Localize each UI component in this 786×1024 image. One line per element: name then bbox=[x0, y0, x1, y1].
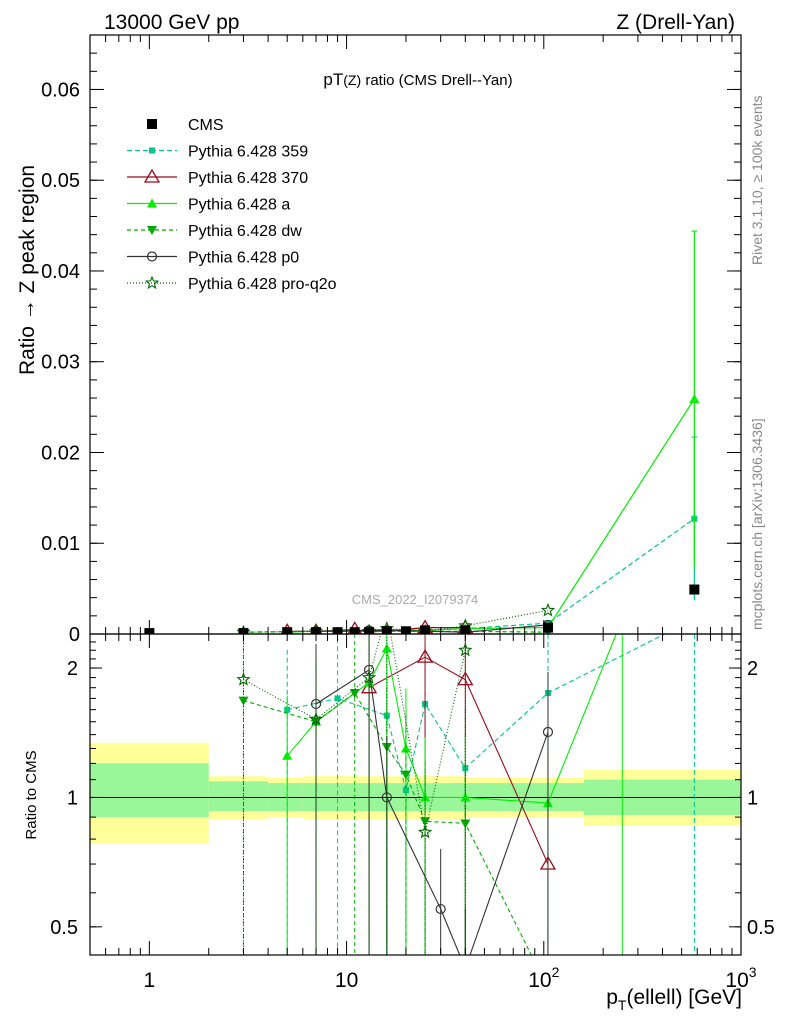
ratio-point-3-4 bbox=[400, 770, 411, 780]
cms-data-point-9 bbox=[420, 625, 431, 634]
header-right: Z (Drell-Yan) bbox=[616, 11, 735, 34]
ratio-ytick-label-right-2: 2 bbox=[747, 658, 758, 680]
main-y-axis-label: Ratio → Z peak region bbox=[16, 165, 39, 375]
ratio-point-4-5 bbox=[542, 726, 554, 738]
ratio-point-5-4 bbox=[417, 824, 433, 839]
ratio-point-2-3 bbox=[381, 643, 392, 653]
uncertainty-band-green-0 bbox=[90, 763, 209, 818]
main-ytick-label-6: 0.06 bbox=[41, 79, 80, 101]
legend-label-6: Pythia 6.428 pro-q2o bbox=[188, 276, 337, 293]
ratio-ytick-label-1: 1 bbox=[67, 787, 78, 809]
ratio-plot-area bbox=[90, 606, 741, 973]
main-series-line-0 bbox=[287, 518, 695, 632]
legend-marker-5 bbox=[146, 251, 158, 262]
xtick-label-3: 103 bbox=[725, 964, 756, 992]
ratio-point-4-0 bbox=[310, 698, 322, 710]
rivet-label: Rivet 3.1.10, ≥ 100k events bbox=[749, 95, 765, 265]
x-axis-label: pT(ellell) [GeV] bbox=[606, 986, 742, 1013]
legend-marker-2 bbox=[143, 168, 161, 183]
legend-marker-4 bbox=[147, 226, 157, 235]
main-series-line-2 bbox=[287, 398, 695, 633]
xtick-label-1: 10 bbox=[335, 969, 358, 992]
header-left: 13000 GeV pp bbox=[104, 11, 239, 34]
ratio-series-line-4 bbox=[315, 668, 549, 955]
chart-title-sub: (Z) bbox=[343, 72, 361, 88]
xtick-label-2: 102 bbox=[528, 964, 559, 992]
ratio-panel: 0.5 0.5 1 1 2 2 1 10 102 103 bbox=[50, 606, 775, 992]
x-axis-label-rest: (ellell) [GeV] bbox=[626, 986, 742, 1009]
legend-label-1: Pythia 6.428 359 bbox=[188, 144, 308, 161]
main-ytick-label-2: 0.02 bbox=[41, 442, 80, 464]
ratio-point-3-5 bbox=[420, 817, 431, 827]
ratio-point-4-2 bbox=[381, 792, 392, 803]
cms-data-point-7 bbox=[381, 626, 392, 634]
xtick-exponent-3: 3 bbox=[749, 964, 757, 980]
ratio-point-4-4 bbox=[461, 964, 470, 973]
ratio-y-axis-label: Ratio to CMS bbox=[23, 750, 40, 839]
legend-marker-3 bbox=[147, 198, 157, 208]
legend-marker-0 bbox=[147, 119, 157, 129]
main-ytick-label-1: 0.01 bbox=[41, 533, 80, 555]
ratio-point-2-8 bbox=[617, 614, 627, 623]
ratio-ytick-label-right-1: 1 bbox=[747, 787, 758, 809]
main-point-2-6 bbox=[689, 393, 700, 403]
legend-label-3: Pythia 6.428 a bbox=[188, 197, 290, 214]
legend-label-5: Pythia 6.428 p0 bbox=[188, 250, 299, 267]
ratio-ytick-label-0: 0.5 bbox=[50, 917, 78, 939]
x-axis-label-p: p bbox=[606, 986, 618, 1009]
ratio-point-3-2 bbox=[349, 688, 360, 698]
ratio-point-5-3 bbox=[381, 606, 392, 617]
ratio-point-2-4 bbox=[400, 743, 411, 753]
chart-title-main: pT bbox=[323, 70, 343, 89]
ratio-ytick-label-2: 2 bbox=[67, 658, 78, 680]
ratio-point-5-5 bbox=[458, 642, 473, 657]
chart-title-rest: ratio (CMS Drell--Yan) bbox=[361, 72, 512, 89]
main-ytick-label-5: 0.05 bbox=[41, 170, 80, 192]
legend: CMS Pythia 6.428 359 Pythia 6.428 370 Pythi… bbox=[127, 117, 337, 293]
ratio-point-0-7 bbox=[691, 616, 697, 622]
ratio-point-3-0 bbox=[238, 696, 249, 706]
ratio-series-line-0 bbox=[287, 634, 667, 791]
ratio-point-1-2 bbox=[457, 671, 474, 686]
ratio-point-4-3 bbox=[435, 903, 446, 915]
watermark: CMS_2022_I2079374 bbox=[352, 592, 479, 607]
main-panel: 0 0.01 0.02 0.03 0.04 0.05 0.06 bbox=[41, 34, 742, 646]
cms-data-point-6 bbox=[364, 627, 375, 634]
cms-data-point-11 bbox=[542, 622, 553, 633]
ratio-series-line-3 bbox=[243, 692, 532, 955]
legend-label-2: Pythia 6.428 370 bbox=[188, 170, 308, 187]
legend-label-0: CMS bbox=[188, 117, 224, 134]
ratio-point-0-1 bbox=[334, 695, 341, 702]
legend-label-4: Pythia 6.428 dw bbox=[188, 223, 302, 240]
ratio-point-5-0 bbox=[236, 672, 251, 686]
chart-title: pT(Z) ratio (CMS Drell--Yan) bbox=[323, 70, 512, 89]
cms-data-point-5 bbox=[349, 627, 360, 634]
main-ytick-label-4: 0.04 bbox=[41, 261, 80, 283]
main-point-5-6 bbox=[540, 602, 556, 617]
ratio-frame bbox=[89, 633, 742, 956]
ratio-point-4-1 bbox=[363, 664, 375, 676]
ratio-point-5-2 bbox=[361, 670, 377, 684]
ratio-series-line-1 bbox=[368, 656, 549, 865]
mcplots-label: mcplots.cern.ch [arXiv:1306.3436] bbox=[749, 418, 765, 630]
main-ytick-label-3: 0.03 bbox=[41, 352, 80, 374]
ratio-point-2-0 bbox=[282, 750, 293, 760]
ratio-point-1-1 bbox=[416, 648, 434, 663]
ratio-ytick-label-right-0: 0.5 bbox=[747, 917, 775, 939]
ratio-point-5-1 bbox=[308, 711, 324, 726]
main-ytick-label-0: 0 bbox=[69, 624, 80, 646]
xtick-label-0: 1 bbox=[144, 969, 156, 992]
legend-marker-6 bbox=[144, 275, 160, 290]
cms-data-point-12 bbox=[689, 584, 700, 595]
legend-marker-1 bbox=[149, 147, 155, 154]
uncertainty-band-green-1 bbox=[208, 781, 269, 811]
xtick-exponent-2: 2 bbox=[552, 964, 560, 980]
x-axis-label-sub: T bbox=[618, 997, 627, 1013]
